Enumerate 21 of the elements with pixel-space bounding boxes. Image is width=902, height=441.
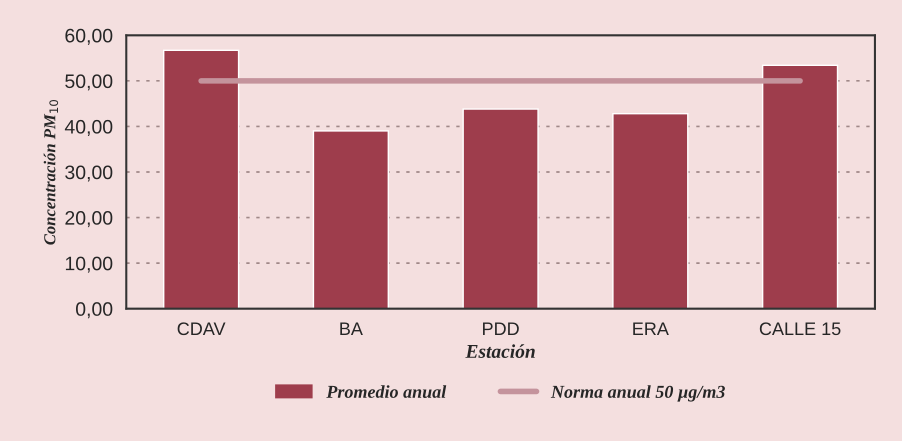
y-tick-label: 40,00 bbox=[64, 120, 112, 136]
y-tick-label: 20,00 bbox=[65, 211, 112, 228]
bar bbox=[163, 50, 240, 309]
legend-label: Norma anual 50 µg/m3 bbox=[550, 385, 725, 402]
x-tick-label: BA bbox=[340, 322, 363, 335]
bar bbox=[612, 112, 688, 309]
x-tick-label: ERA bbox=[633, 322, 669, 335]
x-tick-label: CALLE 15 bbox=[760, 322, 840, 336]
y-tick-label: 60,00 bbox=[65, 28, 112, 45]
legend-label: Promedio anual bbox=[326, 385, 446, 398]
y-tick-label: 30,00 bbox=[65, 165, 112, 182]
x-tick-label: PDD bbox=[483, 322, 519, 335]
y-axis-title: Concentración PM$_{10}$ bbox=[44, 100, 58, 245]
y-tick-label: 10,00 bbox=[66, 256, 112, 273]
bar bbox=[762, 64, 838, 309]
y-tick-label: 50,00 bbox=[65, 74, 112, 90]
x-tick-label: CDAV bbox=[178, 322, 226, 336]
bar bbox=[462, 108, 539, 309]
y-tick-label: 0,00 bbox=[76, 302, 112, 318]
x-axis-title: Estación bbox=[465, 344, 535, 358]
bar bbox=[312, 130, 390, 309]
